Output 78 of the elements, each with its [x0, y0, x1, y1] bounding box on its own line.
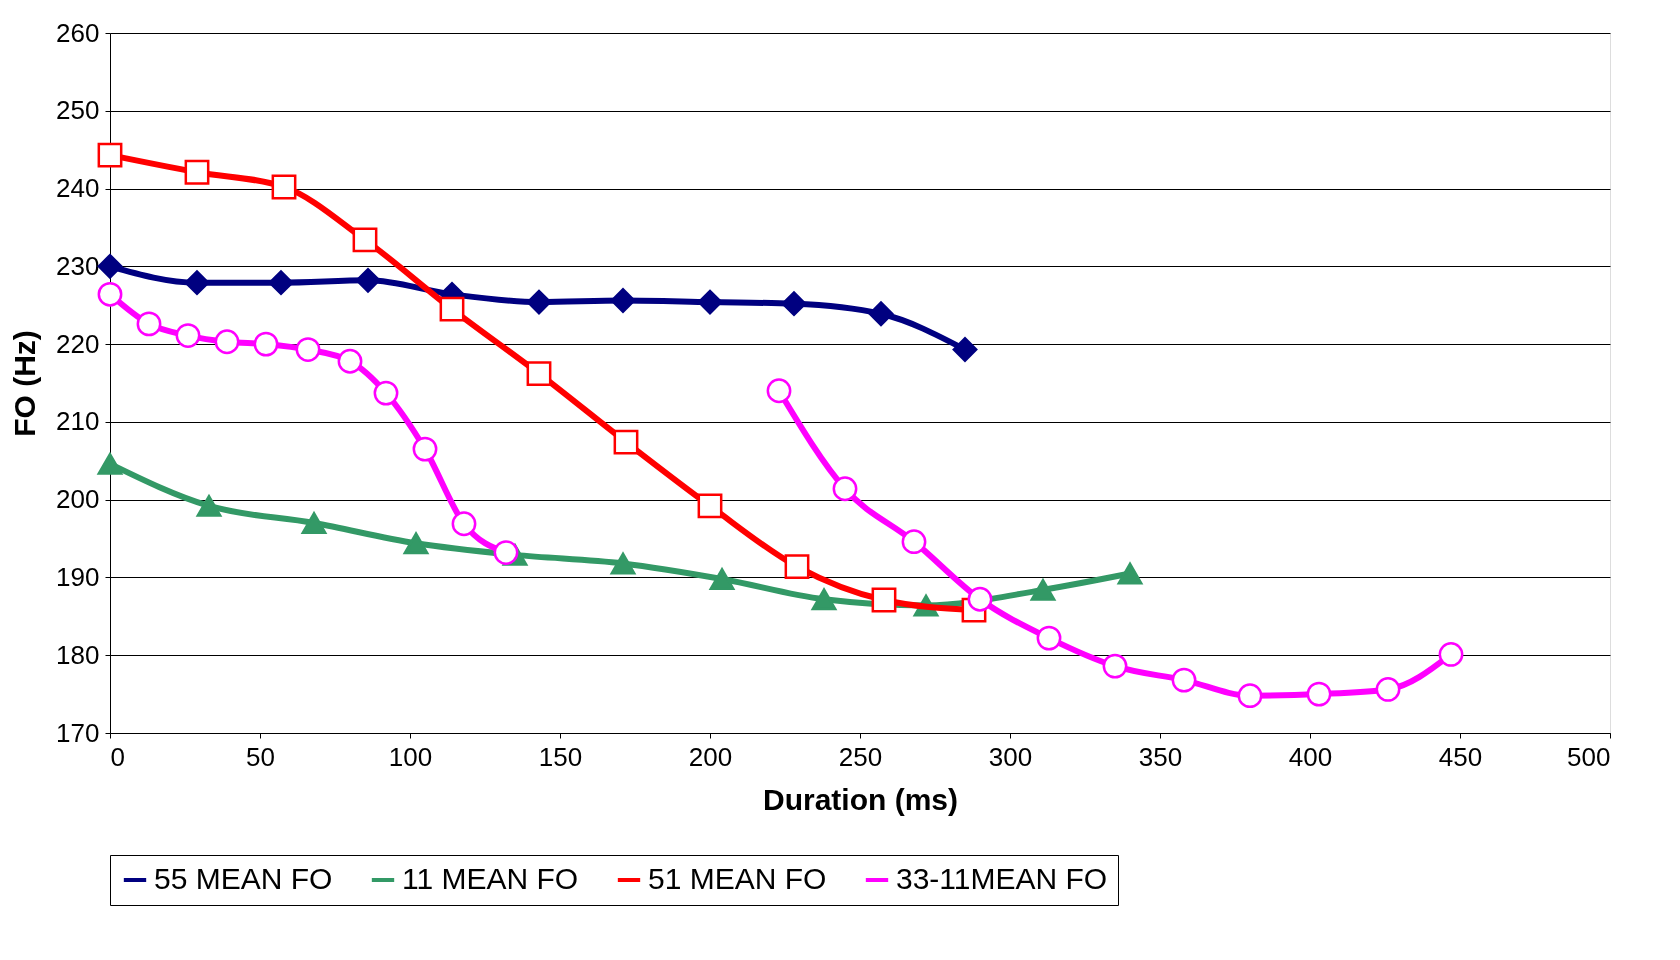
- x-tick-label: 300: [988, 741, 1033, 772]
- point: [526, 289, 552, 315]
- y-tick-label: 240: [56, 173, 100, 204]
- point: [610, 288, 636, 313]
- point: [784, 554, 810, 579]
- x-tick-label: 450: [1438, 741, 1483, 772]
- x-tick-label: 350: [1138, 741, 1183, 772]
- point: [352, 227, 378, 253]
- point: [967, 586, 993, 612]
- point: [493, 540, 519, 565]
- point: [1171, 667, 1197, 693]
- point: [439, 296, 465, 322]
- y-tick-label: 210: [56, 406, 100, 437]
- legend-label: 51 MEAN FO: [648, 862, 827, 895]
- legend-label: 11 MEAN FO: [402, 862, 579, 895]
- y-tick-label: 190: [56, 561, 100, 592]
- y-tick-label: 260: [56, 17, 100, 48]
- point: [1030, 578, 1056, 601]
- point: [451, 511, 477, 537]
- point: [136, 311, 162, 337]
- point: [373, 380, 399, 406]
- x-tick-label: 150: [538, 741, 583, 772]
- x-tick-label: 500: [1567, 741, 1611, 772]
- point: [697, 289, 723, 315]
- y-tick-label: 220: [56, 328, 100, 359]
- y-tick-label: 230: [56, 250, 100, 281]
- y-tick-label: 170: [56, 717, 100, 748]
- point: [268, 270, 294, 296]
- point: [781, 291, 807, 317]
- y-tick-label: 250: [56, 95, 100, 126]
- point: [613, 429, 639, 455]
- point: [175, 323, 201, 348]
- point: [1438, 642, 1464, 667]
- point: [184, 270, 210, 296]
- y-tick-label: 200: [56, 484, 100, 515]
- point: [811, 588, 837, 611]
- point: [766, 378, 792, 404]
- legend-label: 55 MEAN FO: [154, 862, 333, 895]
- point: [355, 267, 381, 293]
- point: [412, 436, 438, 462]
- point: [97, 253, 123, 279]
- x-tick-label: 250: [838, 741, 883, 772]
- point: [1036, 625, 1062, 651]
- point: [184, 159, 210, 185]
- y-tick-label: 180: [56, 639, 100, 670]
- x-tick-label: 400: [1288, 741, 1333, 772]
- x-tick-label: 200: [688, 741, 733, 772]
- point: [871, 587, 897, 613]
- point: [832, 476, 858, 502]
- point: [1237, 683, 1263, 709]
- point: [1375, 677, 1401, 702]
- point: [697, 493, 723, 519]
- point: [97, 452, 123, 475]
- point: [295, 337, 321, 362]
- legend-label: 33-11MEAN FO: [896, 862, 1108, 895]
- x-axis-title: Duration (ms): [763, 782, 958, 816]
- point: [301, 512, 327, 534]
- point: [526, 361, 552, 387]
- point: [610, 552, 636, 575]
- point: [97, 142, 123, 168]
- point: [868, 301, 894, 327]
- point: [97, 281, 123, 307]
- point: [1306, 681, 1332, 707]
- point: [196, 494, 222, 517]
- point: [952, 337, 978, 362]
- point: [709, 568, 735, 590]
- point: [214, 329, 240, 355]
- point: [1102, 653, 1128, 679]
- y-axis-title: FO (Hz): [8, 330, 42, 437]
- point: [1117, 562, 1143, 585]
- point: [271, 174, 297, 200]
- point: [337, 348, 363, 374]
- point: [253, 331, 279, 357]
- x-tick-label: 50: [246, 741, 275, 772]
- x-tick-label: 0: [110, 741, 125, 772]
- point: [403, 532, 429, 555]
- x-tick-label: 100: [388, 741, 433, 772]
- point: [901, 529, 927, 555]
